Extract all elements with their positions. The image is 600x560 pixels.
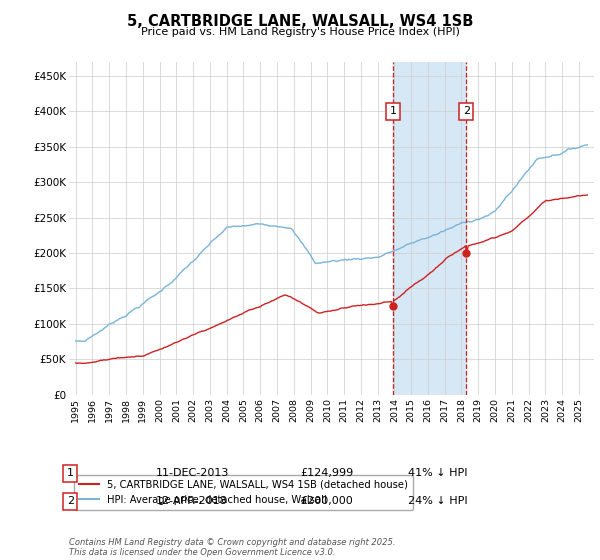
Text: 1: 1: [389, 106, 397, 116]
Text: Contains HM Land Registry data © Crown copyright and database right 2025.
This d: Contains HM Land Registry data © Crown c…: [69, 538, 395, 557]
Text: 5, CARTBRIDGE LANE, WALSALL, WS4 1SB: 5, CARTBRIDGE LANE, WALSALL, WS4 1SB: [127, 14, 473, 29]
Text: £124,999: £124,999: [300, 468, 353, 478]
Legend: 5, CARTBRIDGE LANE, WALSALL, WS4 1SB (detached house), HPI: Average price, detac: 5, CARTBRIDGE LANE, WALSALL, WS4 1SB (de…: [74, 475, 413, 510]
Text: Price paid vs. HM Land Registry's House Price Index (HPI): Price paid vs. HM Land Registry's House …: [140, 27, 460, 37]
Text: 2: 2: [67, 496, 74, 506]
Bar: [393, 62, 466, 395]
Text: 11-DEC-2013: 11-DEC-2013: [156, 468, 229, 478]
Text: 1: 1: [67, 468, 74, 478]
Text: 12-APR-2018: 12-APR-2018: [156, 496, 228, 506]
Text: 24% ↓ HPI: 24% ↓ HPI: [408, 496, 467, 506]
Text: 41% ↓ HPI: 41% ↓ HPI: [408, 468, 467, 478]
Text: £200,000: £200,000: [300, 496, 353, 506]
Text: 2: 2: [463, 106, 470, 116]
